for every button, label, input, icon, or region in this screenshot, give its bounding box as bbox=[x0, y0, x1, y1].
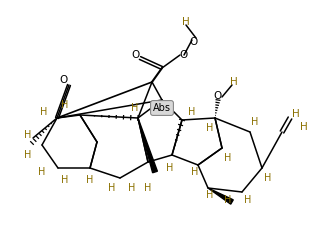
Text: H: H bbox=[40, 107, 48, 117]
Text: H: H bbox=[251, 117, 259, 127]
Text: H: H bbox=[300, 122, 308, 132]
Text: O: O bbox=[179, 50, 187, 60]
Text: H: H bbox=[224, 195, 232, 205]
Text: H: H bbox=[224, 153, 232, 163]
Text: H: H bbox=[230, 77, 238, 87]
Text: H: H bbox=[38, 167, 46, 177]
Text: O: O bbox=[59, 75, 67, 85]
Text: H: H bbox=[154, 103, 162, 113]
Text: H: H bbox=[61, 100, 69, 110]
Text: H: H bbox=[131, 103, 139, 113]
Text: H: H bbox=[128, 183, 136, 193]
Text: H: H bbox=[182, 17, 190, 27]
Text: Abs: Abs bbox=[153, 103, 171, 113]
Text: O: O bbox=[214, 91, 222, 101]
Text: H: H bbox=[206, 123, 214, 133]
Text: H: H bbox=[144, 183, 152, 193]
Text: H: H bbox=[166, 163, 174, 173]
Text: H: H bbox=[24, 150, 32, 160]
Text: H: H bbox=[24, 130, 32, 140]
Text: H: H bbox=[206, 190, 214, 200]
Text: H: H bbox=[264, 173, 272, 183]
Text: H: H bbox=[188, 107, 196, 117]
Text: O: O bbox=[131, 50, 139, 60]
Text: H: H bbox=[191, 167, 199, 177]
Polygon shape bbox=[208, 188, 233, 204]
Text: H: H bbox=[86, 175, 94, 185]
Text: O: O bbox=[190, 37, 198, 47]
Polygon shape bbox=[138, 118, 157, 173]
Text: H: H bbox=[61, 175, 69, 185]
Text: H: H bbox=[108, 183, 116, 193]
Text: H: H bbox=[244, 195, 252, 205]
Text: H: H bbox=[292, 109, 300, 119]
